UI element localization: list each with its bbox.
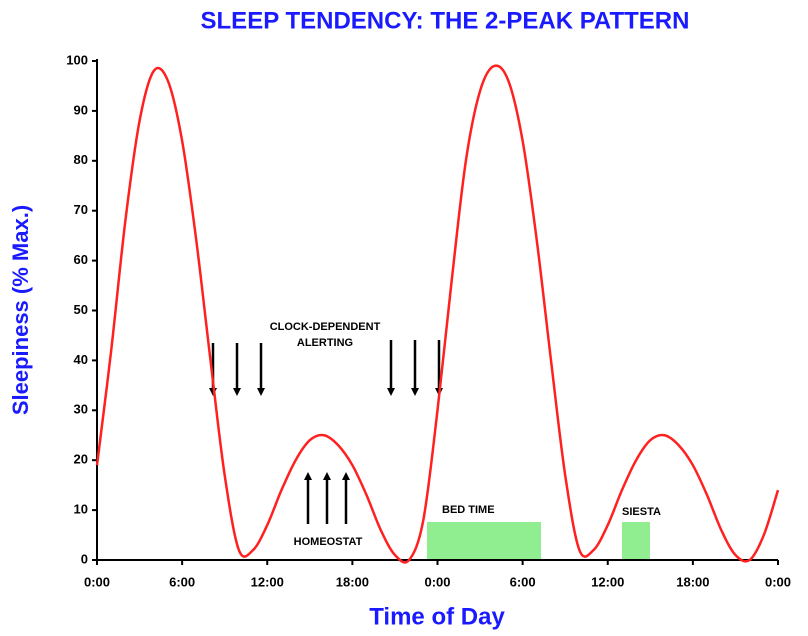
y-tick-label: 40 xyxy=(74,352,88,367)
x-tick-label: 0:00 xyxy=(424,574,450,589)
chart-title: SLEEP TENDENCY: THE 2-PEAK PATTERN xyxy=(201,7,690,34)
x-axis-label: Time of Day xyxy=(369,603,505,630)
siesta-span xyxy=(622,522,650,560)
bed-time-span xyxy=(427,522,541,560)
line-series xyxy=(95,64,780,564)
y-tick-label: 20 xyxy=(74,452,88,467)
arrows xyxy=(209,340,443,524)
y-tick-label: 10 xyxy=(74,502,88,517)
x-tick-label: 18:00 xyxy=(336,574,369,589)
y-tick-label: 60 xyxy=(74,252,88,267)
y-tick-label: 90 xyxy=(74,102,88,117)
annotation: BED TIME xyxy=(442,504,495,516)
annotation: ALERTING xyxy=(297,337,353,349)
green-spans xyxy=(427,522,650,560)
x-tick-label: 6:00 xyxy=(169,574,195,589)
x-tick-label: 0:00 xyxy=(84,574,110,589)
y-tick-label: 30 xyxy=(74,402,88,417)
annotation: SIESTA xyxy=(622,506,661,518)
y-tick-label: 70 xyxy=(74,202,88,217)
x-tick-label: 6:00 xyxy=(510,574,536,589)
x-tick-label: 0:00 xyxy=(765,574,791,589)
x-tick-label: 12:00 xyxy=(251,574,284,589)
y-tick-label: 0 xyxy=(81,551,88,566)
y-tick-label: 100 xyxy=(66,52,88,67)
x-tick-label: 18:00 xyxy=(676,574,709,589)
annotation: HOMEOSTAT xyxy=(294,536,363,548)
y-axis-label: Sleepiness (% Max.) xyxy=(8,205,33,415)
annotation: CLOCK-DEPENDENT xyxy=(270,321,381,333)
y-tick-label: 50 xyxy=(74,302,88,317)
x-tick-label: 12:00 xyxy=(591,574,624,589)
y-tick-label: 80 xyxy=(74,152,88,167)
